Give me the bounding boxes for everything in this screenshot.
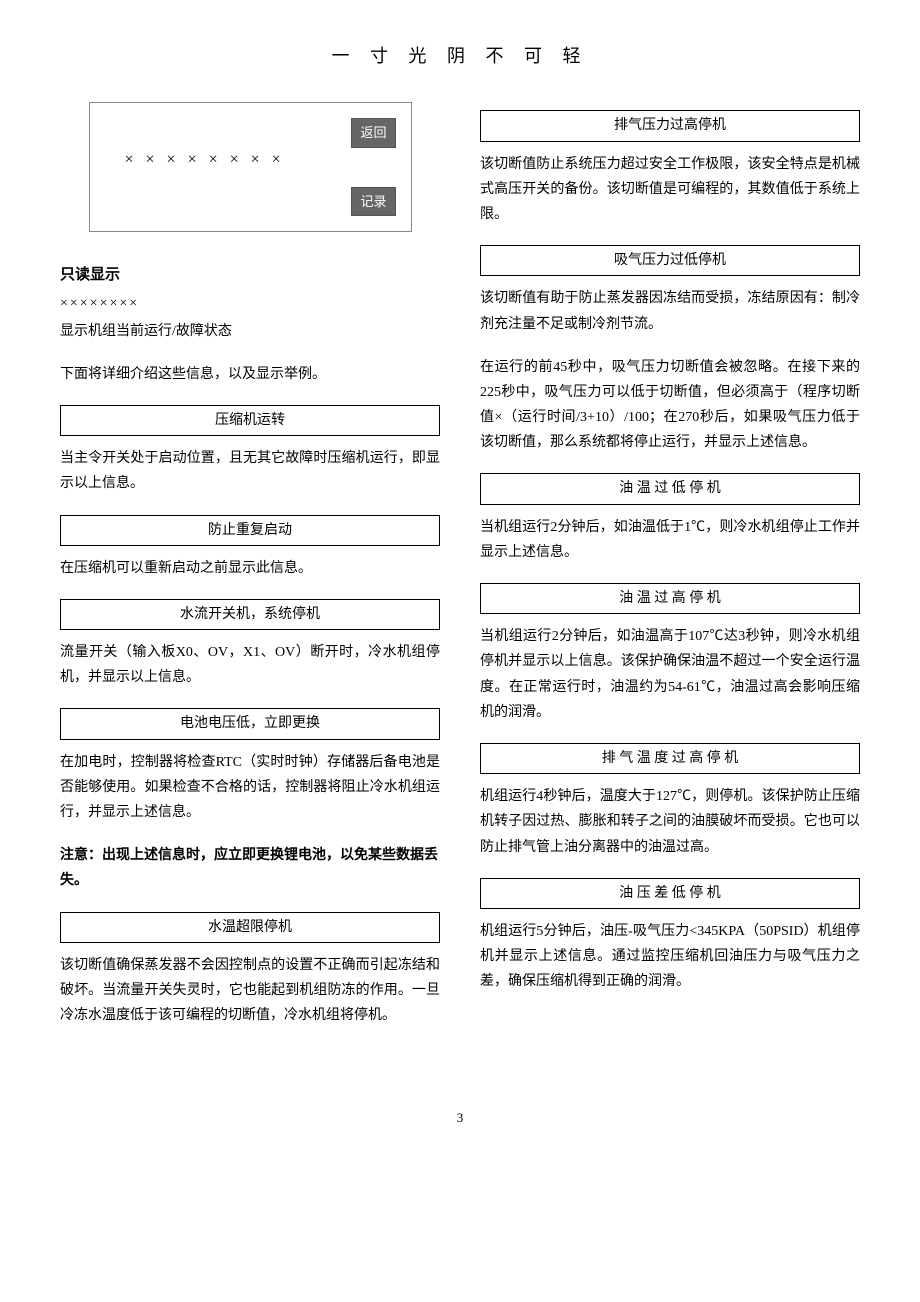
msg-waterflow-stop: 水流开关机，系统停机 — [60, 599, 440, 630]
para-prevent-restart: 在压缩机可以重新启动之前显示此信息。 — [60, 556, 440, 581]
note-battery: 注意：出现上述信息时，应立即更换锂电池，以免某些数据丢失。 — [60, 843, 440, 893]
readonly-desc: 显示机组当前运行/故障状态 — [60, 319, 440, 344]
para-oiltemp-low: 当机组运行2分钟后，如油温低于1℃，则冷水机组停止工作并显示上述信息。 — [480, 515, 860, 565]
para-suction-low-b: 在运行的前45秒中，吸气压力切断值会被忽略。在接下来的225秒中，吸气压力可以低… — [480, 355, 860, 456]
right-column: 排气压力过高停机 该切断值防止系统压力超过安全工作极限，该安全特点是机械式高压开… — [480, 102, 860, 1046]
msg-dischargetemp-high: 排 气 温 度 过 高 停 机 — [480, 743, 860, 774]
para-suction-low-a: 该切断值有助于防止蒸发器因冻结而受损，冻结原因有：制冷剂充注量不足或制冷剂节流。 — [480, 286, 860, 336]
para-dischargetemp-high: 机组运行4秒钟后，温度大于127℃，则停机。该保护防止压缩机转子因过热、膨胀和转… — [480, 784, 860, 860]
return-button[interactable]: 返回 — [351, 118, 395, 147]
msg-suction-low: 吸气压力过低停机 — [480, 245, 860, 276]
msg-oilpressdiff-low: 油 压 差 低 停 机 — [480, 878, 860, 909]
msg-watertemp-stop: 水温超限停机 — [60, 912, 440, 943]
para-waterflow-stop: 流量开关（输入板X0、OV，X1、OV）断开时，冷水机组停机，并显示以上信息。 — [60, 640, 440, 690]
para-oiltemp-high: 当机组运行2分钟后，如油温高于107℃达3秒钟，则冷水机组停机并显示以上信息。该… — [480, 624, 860, 725]
display-box: 返回 × × × × × × × × 记录 — [89, 102, 412, 232]
columns: 返回 × × × × × × × × 记录 只读显示 ×××××××× 显示机组… — [60, 102, 860, 1046]
intro-para: 下面将详细介绍这些信息，以及显示举例。 — [60, 362, 440, 387]
page-number: 3 — [60, 1106, 860, 1129]
left-column: 返回 × × × × × × × × 记录 只读显示 ×××××××× 显示机组… — [60, 102, 440, 1046]
readonly-title: 只读显示 — [60, 262, 440, 289]
x-line: × × × × × × × × — [125, 146, 396, 175]
msg-oiltemp-high: 油 温 过 高 停 机 — [480, 583, 860, 614]
msg-prevent-restart: 防止重复启动 — [60, 515, 440, 546]
para-oilpressdiff-low: 机组运行5分钟后，油压-吸气压力<345KPA（50PSID）机组停机并显示上述… — [480, 919, 860, 995]
para-discharge-high: 该切断值防止系统压力超过安全工作极限，该安全特点是机械式高压开关的备份。该切断值… — [480, 152, 860, 228]
para-battery-low: 在加电时，控制器将检查RTC（实时时钟）存储器后备电池是否能够使用。如果检查不合… — [60, 750, 440, 826]
page-header: 一 寸 光 阴 不 可 轻 — [60, 40, 860, 72]
record-button[interactable]: 记录 — [351, 187, 395, 216]
para-watertemp-stop: 该切断值确保蒸发器不会因控制点的设置不正确而引起冻结和破坏。当流量开关失灵时，它… — [60, 953, 440, 1029]
msg-discharge-high: 排气压力过高停机 — [480, 110, 860, 141]
readonly-x: ×××××××× — [60, 291, 440, 316]
msg-battery-low: 电池电压低，立即更换 — [60, 708, 440, 739]
para-compressor-run: 当主令开关处于启动位置，且无其它故障时压缩机运行，即显示以上信息。 — [60, 446, 440, 496]
msg-compressor-run: 压缩机运转 — [60, 405, 440, 436]
msg-oiltemp-low: 油 温 过 低 停 机 — [480, 473, 860, 504]
